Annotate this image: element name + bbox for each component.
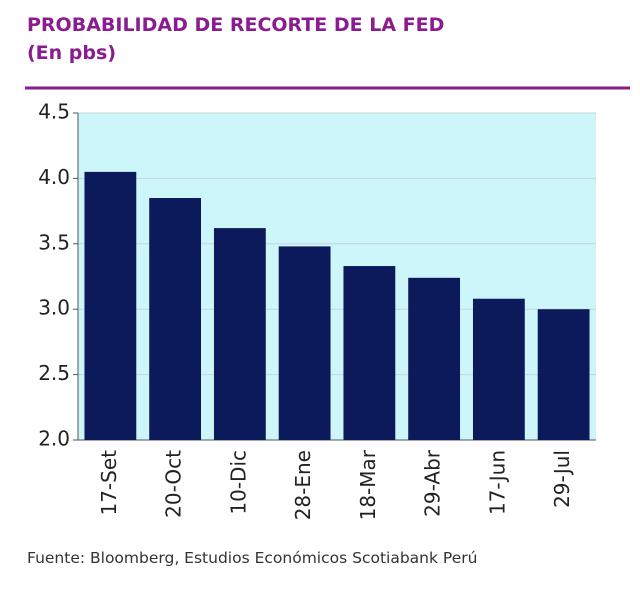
y-tick-label: 4.0 <box>38 165 70 189</box>
y-tick-label: 4.5 <box>38 100 70 124</box>
bar <box>472 298 525 440</box>
bar <box>408 277 461 440</box>
y-tick-label: 3.5 <box>38 230 70 254</box>
x-tick-label: 28-Ene <box>291 450 315 520</box>
bar <box>213 228 266 440</box>
bar <box>149 198 202 440</box>
bar <box>84 171 137 441</box>
x-tick-label: 29-Abr <box>421 449 445 517</box>
x-tick-label: 20-Oct <box>162 450 186 518</box>
y-tick-label: 2.5 <box>38 361 70 385</box>
y-tick-label: 3.0 <box>38 296 70 320</box>
source-note: Fuente: Bloomberg, Estudios Económicos S… <box>27 549 477 567</box>
x-tick-label: 10-Dic <box>226 450 250 515</box>
chart-subtitle: (En pbs) <box>27 42 116 64</box>
y-tick-label: 2.0 <box>38 427 70 451</box>
x-tick-label: 29-Jul <box>550 450 574 508</box>
bar <box>537 309 590 440</box>
bar <box>343 266 396 440</box>
chart-title: PROBABILIDAD DE RECORTE DE LA FED <box>27 14 444 36</box>
bar <box>278 246 331 440</box>
x-tick-label: 17-Jun <box>485 450 509 515</box>
x-tick-label: 18-Mar <box>356 449 380 520</box>
x-tick-label: 17-Set <box>97 450 121 516</box>
